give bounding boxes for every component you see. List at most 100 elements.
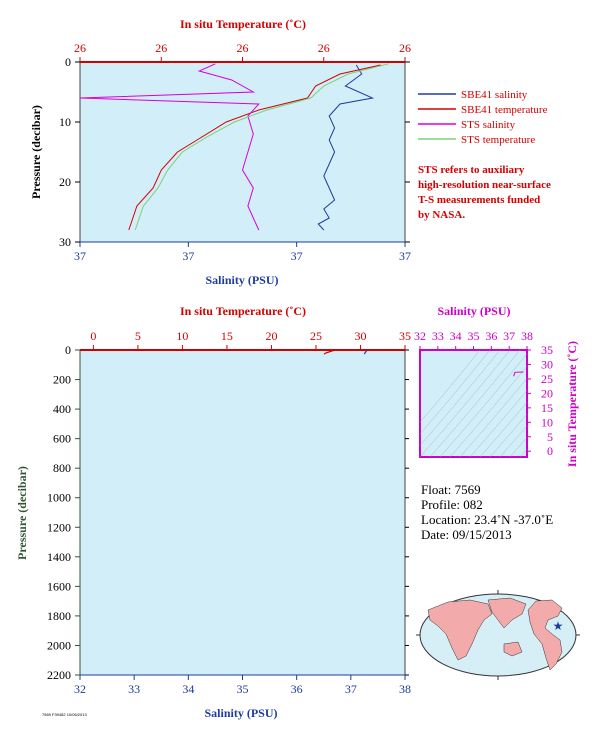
ts-density-contours bbox=[420, 350, 527, 457]
ts-salinity-axis-title: Salinity (PSU) bbox=[437, 304, 510, 318]
ts-density-contour bbox=[519, 448, 527, 457]
ts-series-group bbox=[513, 371, 524, 377]
bottom-salinity-axis-title: Salinity (PSU) bbox=[204, 706, 277, 720]
map-land-australia bbox=[503, 641, 523, 657]
bottom-temp-tick-label: 25 bbox=[310, 329, 322, 343]
top-line-sts-salinity bbox=[79, 63, 260, 231]
top-temp-tick-label: 26 bbox=[318, 41, 330, 55]
ts-salinity-tick-label: 37 bbox=[503, 329, 515, 343]
bottom-salinity-tick-label: 32 bbox=[74, 682, 86, 696]
top-line-sts-temperature bbox=[134, 63, 389, 231]
float-location: Location: 23.4˚N -37.0˚E bbox=[421, 512, 553, 527]
ts-salinity-tick-label: 32 bbox=[414, 329, 426, 343]
bottom-pressure-ticks: 0 200 400 600 800 1000 1200 1400 1600 1800 2000 220… bbox=[47, 343, 409, 682]
bottom-salinity-tick-label: 36 bbox=[291, 682, 303, 696]
ts-density-contour bbox=[459, 378, 527, 457]
top-plot-area bbox=[79, 61, 406, 243]
bottom-salinity-tick-label: 37 bbox=[345, 682, 357, 696]
top-pressure-tick-label: 10 bbox=[59, 115, 71, 129]
top-line-sbe41-temperature bbox=[128, 64, 381, 231]
ts-density-contour bbox=[439, 353, 527, 457]
profile-number: Profile: 082 bbox=[421, 497, 483, 512]
ts-plot-area bbox=[419, 349, 528, 458]
sts-note-line: STS refers to auxiliary bbox=[418, 164, 525, 176]
bottom-temp-tick-label: 35 bbox=[399, 329, 411, 343]
bottom-salinity-tick-label: 38 bbox=[399, 682, 411, 696]
top-panel: 26 26 26 26 26 In situ Temperature (˚C) 37 37… bbox=[29, 17, 411, 287]
bottom-pressure-tick-label: 1000 bbox=[47, 491, 71, 505]
ts-density-contour bbox=[449, 365, 527, 457]
ts-temp-tick-label: 35 bbox=[541, 343, 553, 357]
bottom-pressure-tick-label: 1600 bbox=[47, 579, 71, 593]
ts-density-contour bbox=[499, 425, 527, 457]
top-pressure-tick-label: 30 bbox=[59, 235, 71, 249]
top-temp-tick-label: 26 bbox=[399, 41, 411, 55]
ts-density-contour bbox=[420, 350, 511, 457]
bottom-temp-tick-label: 5 bbox=[135, 329, 141, 343]
bottom-salinity-tick-label: 33 bbox=[128, 682, 140, 696]
ts-density-contour bbox=[469, 390, 527, 457]
ts-temp-tick-label: 25 bbox=[541, 372, 553, 386]
legend-label: SBE41 temperature bbox=[461, 104, 548, 116]
float-id: Float: 7569 bbox=[421, 482, 481, 497]
float-info: Float: 7569 Profile: 082 Location: 23.4˚… bbox=[421, 482, 553, 542]
bottom-pressure-tick-label: 2200 bbox=[47, 668, 71, 682]
bottom-pressure-tick-label: 1800 bbox=[47, 609, 71, 623]
legend: SBE41 salinity SBE41 temperature STS salin… bbox=[418, 89, 548, 146]
ts-density-contour bbox=[429, 350, 521, 457]
bottom-pressure-tick-label: 1200 bbox=[47, 520, 71, 534]
top-salinity-ticks: 37 37 37 37 bbox=[74, 242, 411, 263]
float-location-star-icon: ★ bbox=[553, 619, 564, 633]
bottom-pressure-tick-label: 400 bbox=[53, 402, 71, 416]
top-temp-axis-title: In situ Temperature (˚C) bbox=[180, 17, 306, 31]
bottom-salinity-tick-label: 34 bbox=[182, 682, 194, 696]
top-pressure-tick-label: 0 bbox=[65, 55, 71, 69]
sts-note-line: T-S measurements funded bbox=[418, 194, 540, 206]
footer-code: 7569 F39482 10/06/2013 bbox=[42, 712, 87, 717]
top-salinity-tick-label: 37 bbox=[74, 249, 86, 263]
bottom-salinity-tick-label: 35 bbox=[237, 682, 249, 696]
bottom-temp-ticks: 0 5 10 15 20 25 30 35 bbox=[90, 329, 411, 350]
bottom-pressure-tick-label: 0 bbox=[65, 343, 71, 357]
ts-salinity-tick-label: 36 bbox=[485, 329, 497, 343]
ts-temp-tick-label: 15 bbox=[541, 401, 553, 415]
top-salinity-tick-label: 37 bbox=[182, 249, 194, 263]
ts-salinity-tick-label: 38 bbox=[521, 329, 533, 343]
profile-date: Date: 09/15/2013 bbox=[421, 527, 512, 542]
ts-density-contour bbox=[420, 350, 501, 446]
world-map: ★ bbox=[416, 590, 580, 680]
sts-note-line: by NASA. bbox=[418, 209, 465, 221]
top-pressure-ticks: 0 10 20 30 bbox=[59, 55, 410, 249]
top-salinity-axis-title: Salinity (PSU) bbox=[205, 273, 278, 287]
top-temp-tick-label: 26 bbox=[155, 41, 167, 55]
top-salinity-tick-label: 37 bbox=[291, 249, 303, 263]
ts-temp-axis-title: In situ Temperature (˚C) bbox=[565, 341, 579, 467]
bottom-pressure-tick-label: 1400 bbox=[47, 550, 71, 564]
legend-label: STS temperature bbox=[461, 134, 535, 146]
sts-note-line: high-resolution near-surface bbox=[418, 179, 551, 191]
ts-density-contour bbox=[509, 437, 527, 457]
ts-density-contour bbox=[479, 402, 527, 457]
ts-density-contour bbox=[420, 350, 481, 423]
bottom-temp-tick-label: 15 bbox=[221, 329, 233, 343]
bottom-panel: 0 5 10 15 20 25 30 35 In situ Temperature (˚C) … bbox=[15, 304, 411, 720]
top-line-sbe41-salinity bbox=[317, 64, 375, 231]
ts-density-contour bbox=[489, 413, 527, 457]
bottom-temp-axis-title: In situ Temperature (˚C) bbox=[180, 304, 306, 318]
sts-note: STS refers to auxiliary high-resolution n… bbox=[418, 164, 551, 221]
bottom-pressure-tick-label: 200 bbox=[53, 373, 71, 387]
top-temp-tick-label: 26 bbox=[237, 41, 249, 55]
map-land-americas bbox=[527, 599, 563, 671]
ts-line bbox=[513, 371, 524, 377]
ts-temp-tick-label: 10 bbox=[541, 415, 553, 429]
ts-temp-tick-label: 5 bbox=[547, 430, 553, 444]
bottom-temp-tick-label: 30 bbox=[354, 329, 366, 343]
bottom-salinity-ticks: 32 33 34 35 36 37 38 bbox=[74, 675, 411, 696]
bottom-pressure-tick-label: 600 bbox=[53, 432, 71, 446]
ts-salinity-ticks: 32 33 34 35 36 37 38 bbox=[414, 329, 533, 350]
bottom-temp-tick-label: 10 bbox=[176, 329, 188, 343]
top-series-group bbox=[79, 63, 389, 231]
top-pressure-axis-title: Pressure (decibar) bbox=[29, 105, 43, 199]
